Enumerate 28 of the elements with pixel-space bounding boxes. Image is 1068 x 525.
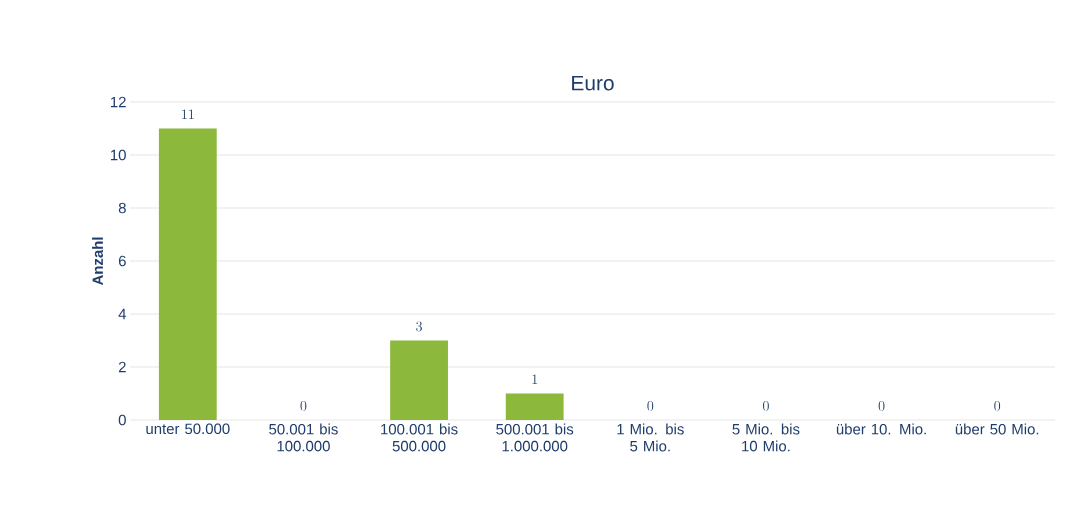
y-tick-label: 12 (111, 96, 126, 108)
data-label: 0 (994, 400, 1001, 411)
data-label: 0 (647, 400, 654, 411)
data-label: 0 (763, 400, 769, 411)
data-label: 0 (300, 400, 307, 411)
x-tick-label: über 50 Mio. (955, 423, 1039, 435)
y-tick-label: 8 (118, 202, 126, 214)
x-tick-label: 1 Mio. bis 5 Mio. (617, 423, 684, 452)
y-axis-title: Anzahl (92, 237, 104, 286)
y-tick-label: 2 (118, 361, 126, 373)
y-tick-label: 6 (118, 255, 126, 267)
x-tick-label: 500.001 bis 1.000.000 (496, 423, 574, 452)
x-tick-label: über 10. Mio. (836, 423, 926, 435)
bar (158, 128, 217, 420)
data-label: 3 (416, 321, 422, 332)
x-tick-label: 100.001 bis 500.000 (381, 423, 458, 452)
bar (390, 340, 448, 420)
data-label: 1 (532, 374, 538, 384)
y-tick-label: 4 (118, 308, 127, 320)
bar (505, 393, 564, 420)
data-label: 11 (182, 109, 194, 119)
x-tick-label: 5 Mio. bis 10 Mio. (732, 423, 800, 452)
x-tick-label: 50.001 bis 100.000 (269, 423, 338, 452)
y-tick-label: 10 (111, 149, 126, 161)
y-tick-label: 0 (118, 414, 126, 426)
x-tick-label: unter 50.000 (146, 423, 230, 435)
data-label: 0 (878, 400, 885, 411)
chart-title: Euro (572, 75, 614, 91)
